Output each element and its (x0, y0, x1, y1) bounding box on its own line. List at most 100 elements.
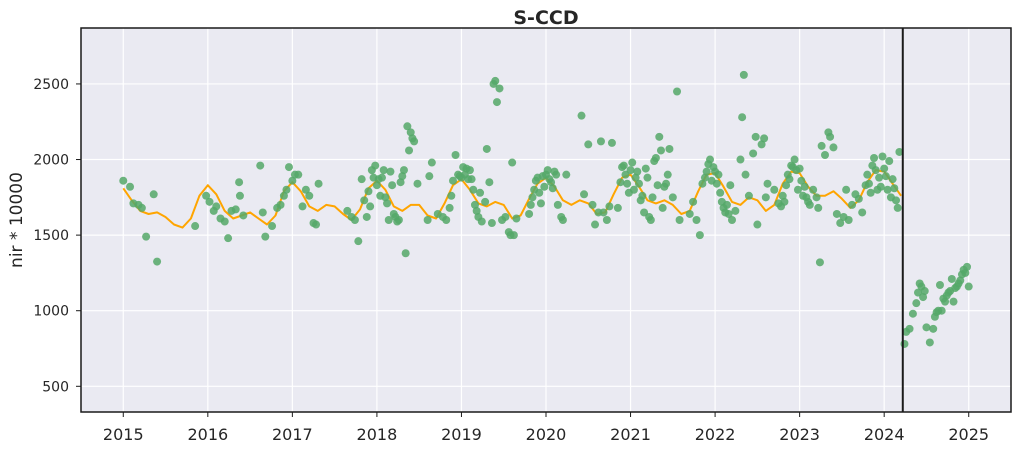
observation-point (875, 173, 884, 182)
observation-point (562, 170, 571, 179)
observation-point (477, 217, 486, 226)
observation-point (741, 170, 750, 179)
observation-point (371, 161, 380, 170)
observation-point (616, 178, 625, 187)
observation-point (724, 209, 733, 218)
observation-point (805, 200, 814, 209)
observation-point (558, 216, 567, 224)
observation-point (191, 222, 200, 231)
y-tick-label: 1000 (33, 304, 69, 320)
observation-point (485, 178, 494, 187)
observation-point (922, 323, 931, 332)
observation-point (394, 216, 403, 224)
chart-title: S-CCD (513, 7, 578, 29)
observation-point (235, 178, 244, 187)
x-tick-label: 2019 (441, 425, 482, 444)
observation-point (883, 185, 892, 194)
observation-point (753, 220, 762, 229)
observation-point (744, 191, 753, 200)
observation-point (919, 293, 928, 302)
observation-point (360, 196, 369, 205)
observation-point (509, 231, 518, 240)
observation-point (626, 166, 635, 175)
observation-point (406, 128, 415, 137)
observation-point (925, 338, 934, 347)
observation-point (536, 199, 545, 208)
observation-point (354, 237, 363, 246)
observation-point (665, 144, 674, 153)
observation-point (797, 176, 806, 185)
observation-point (343, 206, 352, 215)
y-tick-label: 2000 (33, 153, 69, 169)
x-tick-label: 2017 (272, 425, 313, 444)
observation-point (465, 166, 474, 175)
observation-point (588, 200, 597, 209)
observation-point (362, 212, 371, 221)
observation-point (413, 179, 422, 188)
observation-point (749, 149, 758, 158)
observation-point (543, 166, 552, 175)
observation-point (662, 179, 671, 188)
observation-point (495, 84, 504, 93)
y-axis-ticks: 500 1000 1500 2000 2500 (33, 77, 81, 395)
observation-point (731, 206, 740, 215)
observation-point (629, 185, 638, 194)
observation-point (706, 155, 715, 164)
observation-point (469, 185, 478, 194)
observation-point (508, 158, 517, 167)
observation-point (481, 197, 490, 206)
observation-point (836, 219, 845, 228)
observation-point (261, 232, 270, 241)
observation-point (628, 158, 637, 167)
observation-point (826, 132, 835, 141)
observation-point (279, 191, 288, 200)
observation-point (282, 185, 291, 194)
observation-point (878, 152, 887, 161)
observation-point (472, 206, 481, 215)
observation-point (702, 167, 711, 176)
observation-point (423, 216, 432, 224)
x-tick-label: 2025 (948, 425, 989, 444)
observation-point (596, 137, 605, 146)
observation-point (700, 173, 709, 182)
observation-point (937, 306, 946, 315)
observation-point (396, 178, 405, 187)
observation-point (871, 166, 880, 175)
observation-point (256, 161, 265, 170)
observation-point (949, 297, 958, 306)
observation-point (876, 182, 885, 191)
observation-point (383, 199, 392, 208)
observation-point (815, 258, 824, 267)
observation-point (410, 137, 419, 146)
observation-point (905, 324, 914, 333)
x-tick-label: 2020 (526, 425, 567, 444)
observation-point (866, 188, 875, 197)
observation-point (467, 175, 476, 184)
observation-point (912, 299, 921, 308)
observation-point (577, 111, 586, 120)
observation-point (619, 161, 628, 170)
observation-point (782, 181, 791, 190)
observation-point (364, 187, 373, 196)
observation-point (885, 157, 894, 166)
observation-point (540, 182, 549, 191)
observation-point (770, 185, 779, 194)
fit-line (122, 169, 902, 229)
observation-point (956, 276, 965, 285)
observation-point (501, 212, 510, 221)
observation-point (722, 200, 731, 209)
observation-point (814, 203, 823, 212)
observation-point (695, 231, 704, 240)
observation-point (648, 193, 657, 202)
observation-point (284, 163, 293, 172)
observation-point (757, 140, 766, 149)
observation-point (268, 222, 277, 231)
observation-point (447, 191, 456, 200)
observation-point (656, 146, 665, 155)
observation-point (920, 287, 929, 296)
observation-point (900, 339, 909, 348)
observation-point (350, 216, 359, 224)
observation-point (880, 164, 889, 173)
observation-point (312, 220, 321, 229)
